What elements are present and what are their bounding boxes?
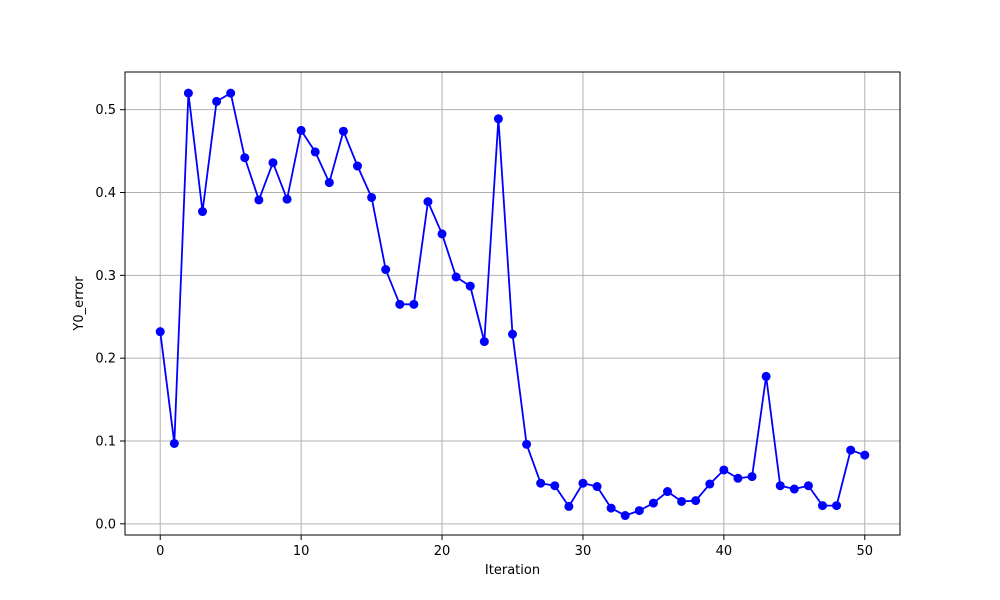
data-point [719,465,729,475]
data-point [282,194,292,204]
x-tick-label: 20 [434,544,451,559]
data-point [338,126,348,136]
axis-ticks: 0 10 20 30 40 50 0.0 0.1 0.2 0.3 0.4 0.5 [95,103,873,559]
data-point [296,125,306,135]
data-point [254,195,264,205]
data-point [409,299,419,309]
data-point [691,496,701,506]
data-point [465,281,475,291]
data-point [564,501,574,511]
data-point [705,479,715,489]
data-point [240,153,250,163]
data-point [832,501,842,511]
data-point [747,472,757,482]
plot-area-frame [124,71,901,536]
x-tick-label: 10 [293,544,310,559]
data-point [860,450,870,460]
x-axis-label: Iteration [485,563,540,578]
data-point [367,192,377,202]
data-point [663,487,672,497]
data-point [592,482,602,492]
data-point [395,299,405,309]
y-tick-label: 0.3 [95,269,116,284]
data-point [606,503,616,513]
data-point [198,207,207,217]
data-point [381,265,391,275]
data-point [846,445,856,455]
data-point [761,371,771,381]
data-point [226,88,236,98]
data-point [493,114,503,124]
grid-lines [125,72,900,535]
y-tick-label: 0.4 [95,186,116,201]
x-tick-label: 30 [575,544,592,559]
y-tick-label: 0.2 [95,352,116,367]
data-point [789,484,799,494]
data-point [268,158,278,168]
data-point [324,178,334,188]
x-tick-label: 0 [156,544,164,559]
data-point [677,496,687,506]
y-tick-label: 0.0 [95,517,116,532]
series-group [155,88,870,521]
data-point [803,481,813,491]
x-tick-label: 40 [716,544,733,559]
data-point [733,473,743,483]
data-point [212,96,222,106]
data-point [155,327,165,337]
data-point [522,439,532,449]
data-point [775,481,785,491]
data-point [818,501,827,511]
data-point [310,147,320,157]
y-axis-label: Y0_error [72,276,87,332]
data-point [536,478,546,488]
data-point [550,481,560,491]
data-point [437,229,447,239]
data-point [578,478,588,488]
data-point [634,506,644,516]
data-point [479,337,489,347]
data-point [451,272,461,282]
data-point [423,197,433,207]
data-point [353,161,362,171]
data-point [508,329,517,339]
y-tick-label: 0.5 [95,103,116,118]
x-tick-label: 50 [856,544,873,559]
data-point [648,498,658,508]
y-tick-label: 0.1 [95,434,116,449]
data-point [169,438,179,448]
data-point [620,511,630,521]
data-point [183,88,193,98]
